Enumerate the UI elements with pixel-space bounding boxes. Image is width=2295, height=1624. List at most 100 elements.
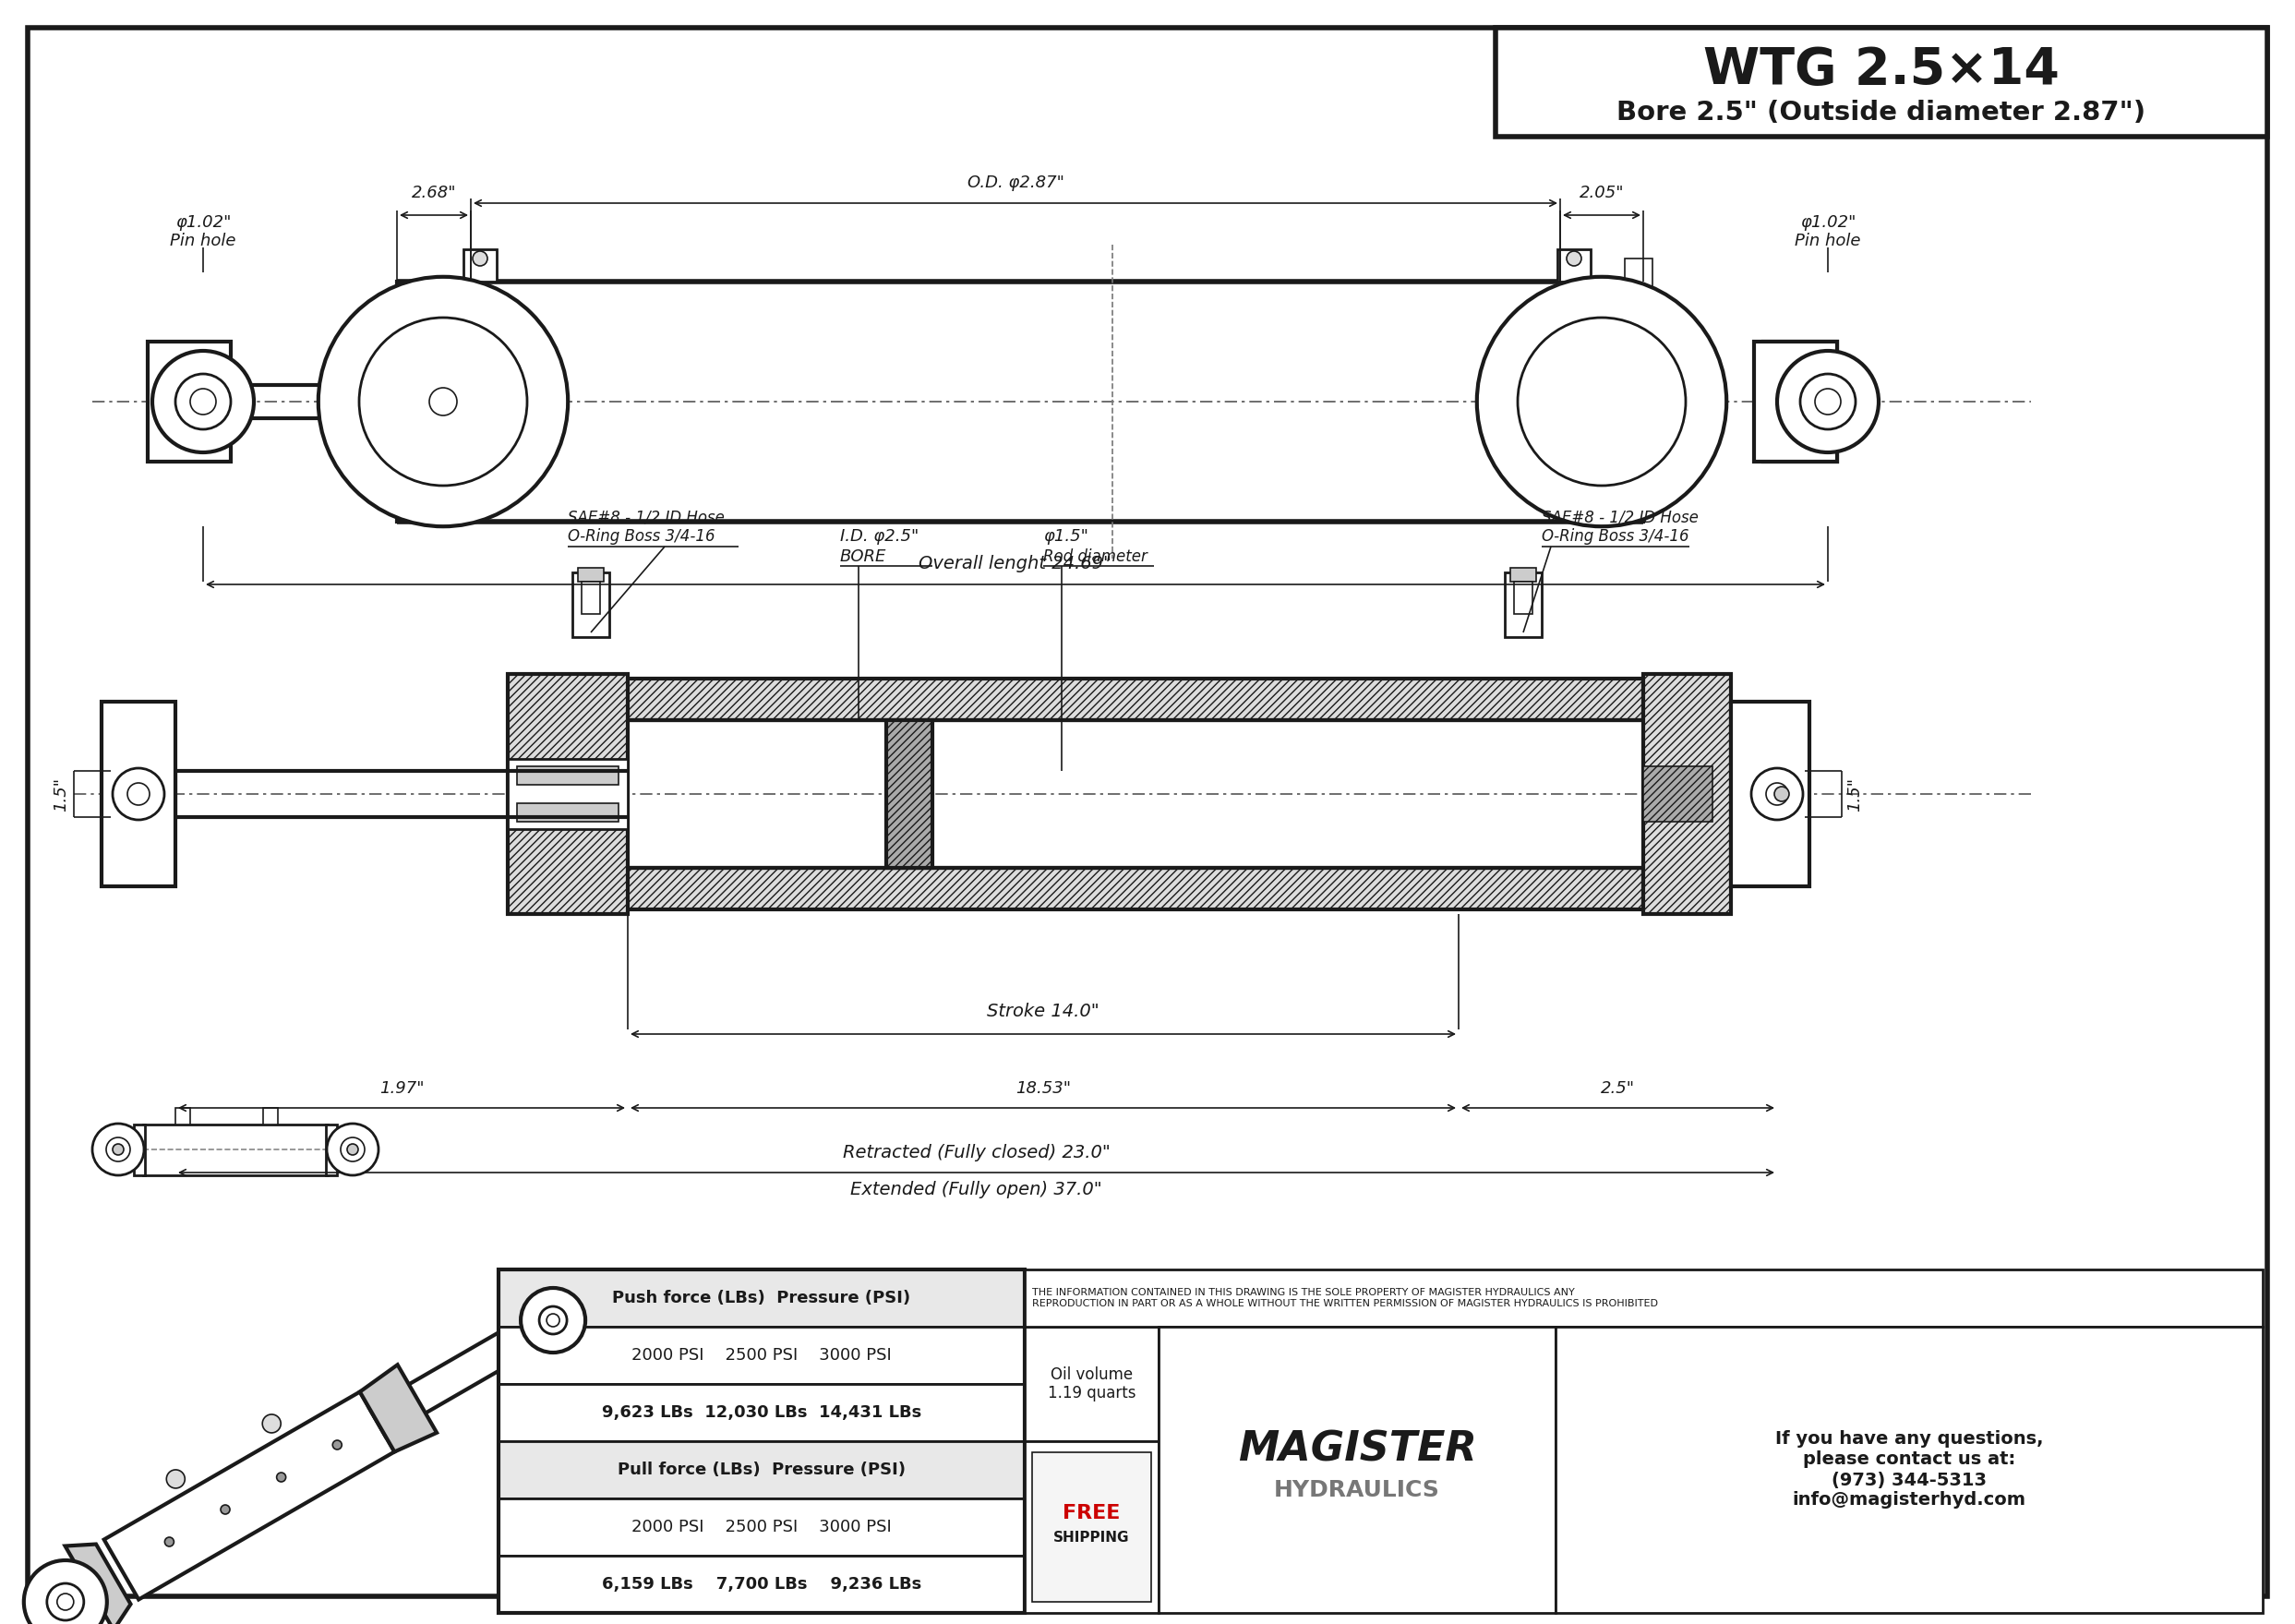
Polygon shape [64, 1544, 131, 1624]
Circle shape [129, 783, 149, 806]
Text: 1.97": 1.97" [379, 1080, 425, 1096]
Text: 9,623 LBs  12,030 LBs  14,431 LBs: 9,623 LBs 12,030 LBs 14,431 LBs [601, 1405, 920, 1421]
Circle shape [1767, 783, 1788, 806]
Bar [142, 1124, 328, 1174]
Circle shape [278, 1473, 287, 1481]
Bar [498, 1327, 1026, 1384]
Text: HYDRAULICS: HYDRAULICS [1274, 1479, 1439, 1501]
Text: SAE#8 - 1/2 ID Hose
O-Ring Boss 3/4-16: SAE#8 - 1/2 ID Hose O-Ring Boss 3/4-16 [567, 508, 725, 544]
Bar [1556, 1327, 2263, 1613]
Bar [147, 341, 232, 461]
Text: Pin hole: Pin hole [170, 232, 236, 248]
Bar [1510, 568, 1535, 581]
Circle shape [1774, 786, 1790, 801]
Text: 2.05": 2.05" [1579, 185, 1625, 201]
Circle shape [168, 1470, 186, 1488]
Text: Bore 2.5" (Outside diameter 2.87"): Bore 2.5" (Outside diameter 2.87") [1618, 99, 2146, 125]
Bar [1643, 767, 1712, 822]
Bar [464, 248, 496, 281]
Text: Rod diameter: Rod diameter [1044, 549, 1148, 565]
Bar [1026, 1327, 1159, 1440]
Bar [397, 281, 1643, 521]
Bar [1643, 375, 1698, 427]
Bar [498, 1270, 1026, 1613]
Bar [498, 1499, 1026, 1556]
Circle shape [106, 1137, 131, 1161]
Circle shape [262, 1415, 280, 1432]
Bar [516, 767, 620, 784]
Bar [1496, 28, 2267, 136]
Text: I.D. φ2.5": I.D. φ2.5" [840, 528, 918, 544]
Circle shape [521, 1288, 585, 1353]
Circle shape [347, 1143, 358, 1155]
Polygon shape [103, 1392, 395, 1600]
Circle shape [429, 388, 457, 416]
Polygon shape [360, 1364, 436, 1452]
Circle shape [220, 1505, 230, 1514]
Text: φ1.02": φ1.02" [1799, 214, 1857, 231]
Circle shape [190, 388, 216, 414]
Bar [1159, 1327, 1556, 1613]
Circle shape [340, 1137, 365, 1161]
Bar [498, 1270, 1026, 1327]
Circle shape [1567, 252, 1581, 266]
Circle shape [57, 1593, 73, 1609]
Text: Pin hole: Pin hole [1795, 232, 1861, 248]
Text: φ1.5": φ1.5" [1044, 528, 1088, 544]
Circle shape [112, 1143, 124, 1155]
Bar [1506, 572, 1542, 637]
Text: φ1.02": φ1.02" [174, 214, 232, 231]
Circle shape [473, 252, 487, 266]
Bar [326, 1124, 337, 1174]
Text: Oil volume
1.19 quarts: Oil volume 1.19 quarts [1047, 1366, 1136, 1402]
Bar [1763, 341, 1836, 461]
Circle shape [539, 1306, 567, 1333]
Text: 6,159 LBs    7,700 LBs    9,236 LBs: 6,159 LBs 7,700 LBs 9,236 LBs [601, 1575, 920, 1593]
Circle shape [333, 1440, 342, 1450]
Circle shape [46, 1583, 85, 1621]
Bar [571, 572, 608, 637]
Text: SHIPPING: SHIPPING [1053, 1531, 1129, 1544]
Circle shape [358, 318, 528, 486]
Bar [1026, 1270, 2263, 1327]
Text: 2.5": 2.5" [1602, 1080, 1634, 1096]
Bar [498, 1384, 1026, 1440]
Circle shape [174, 374, 232, 429]
Circle shape [92, 1124, 145, 1176]
Text: 1.5": 1.5" [53, 776, 69, 810]
Bar [1026, 1440, 1159, 1613]
Text: 1.5": 1.5" [1847, 776, 1864, 810]
Text: If you have any questions,
please contact us at:
(973) 344-5313
info@magisterhyd: If you have any questions, please contac… [1774, 1431, 2043, 1509]
Circle shape [1815, 388, 1841, 414]
Bar [507, 674, 629, 914]
Text: Overall lenght 24.69": Overall lenght 24.69" [918, 555, 1113, 572]
Bar [1643, 674, 1730, 914]
Bar [101, 702, 174, 887]
Bar [581, 581, 599, 614]
Text: BORE: BORE [840, 549, 886, 565]
Polygon shape [369, 1324, 530, 1436]
Circle shape [1517, 318, 1687, 486]
Text: 18.53": 18.53" [1014, 1080, 1072, 1096]
Text: Retracted (Fully closed) 23.0": Retracted (Fully closed) 23.0" [842, 1143, 1111, 1161]
Text: Stroke 14.0": Stroke 14.0" [987, 1002, 1099, 1020]
Bar [1625, 258, 1652, 286]
Bar [174, 1108, 190, 1124]
Circle shape [112, 768, 165, 820]
Circle shape [319, 276, 567, 526]
Text: HYDRAULICS: HYDRAULICS [711, 406, 1044, 450]
Circle shape [1751, 768, 1804, 820]
Text: 2000 PSI    2500 PSI    3000 PSI: 2000 PSI 2500 PSI 3000 PSI [631, 1518, 893, 1535]
Text: FREE: FREE [1063, 1504, 1120, 1522]
Bar [516, 804, 620, 822]
Bar [1753, 341, 1836, 461]
Text: THE INFORMATION CONTAINED IN THIS DRAWING IS THE SOLE PROPERTY OF MAGISTER HYDRA: THE INFORMATION CONTAINED IN THIS DRAWIN… [1033, 1288, 1657, 1307]
Circle shape [151, 351, 255, 453]
Text: MAGISTER: MAGISTER [1237, 1429, 1476, 1470]
Bar [1558, 248, 1590, 281]
Bar [1033, 1452, 1152, 1601]
Text: WTG 2.5×14: WTG 2.5×14 [1703, 45, 2059, 96]
Bar [507, 758, 629, 830]
Bar [578, 568, 604, 581]
Circle shape [165, 1538, 174, 1546]
